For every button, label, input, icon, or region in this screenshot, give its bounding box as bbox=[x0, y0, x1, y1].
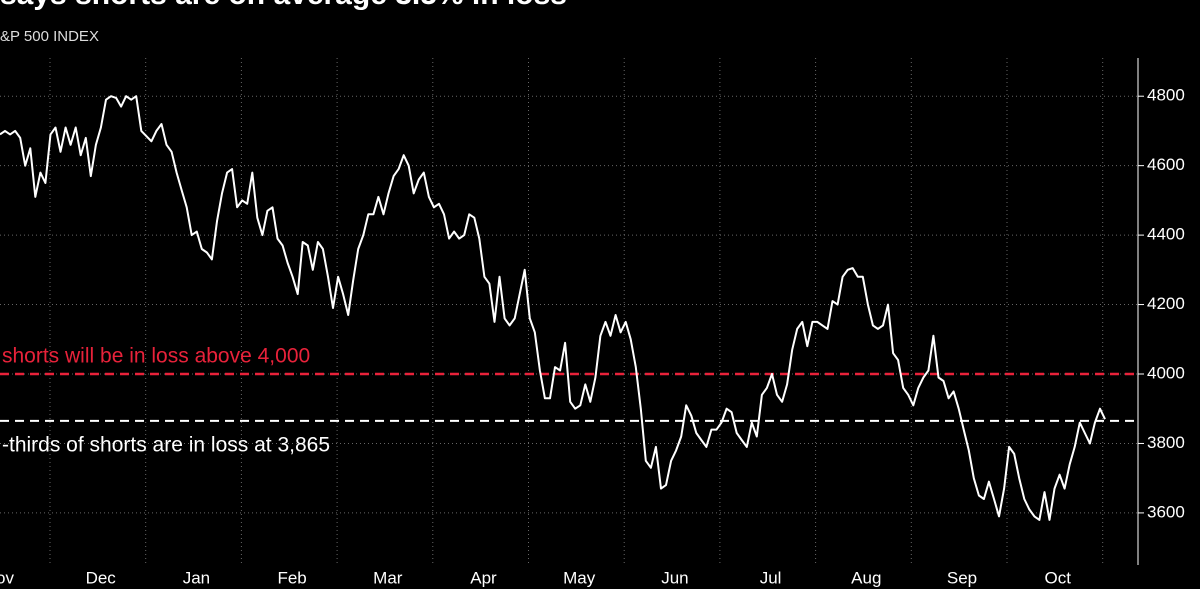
x-tick-label: Dec bbox=[86, 568, 117, 587]
y-tick-label: 4000 bbox=[1147, 363, 1185, 382]
y-tick-label: 4200 bbox=[1147, 294, 1185, 313]
x-tick-label: Mar bbox=[373, 568, 403, 587]
chart-title: says shorts are on average 3.5% in loss bbox=[0, 0, 567, 11]
x-tick-label: Sep bbox=[947, 568, 977, 587]
series-line bbox=[0, 95, 1106, 521]
x-tick-label: Aug bbox=[851, 568, 881, 587]
x-tick-label: Jan bbox=[183, 568, 210, 587]
x-tick-label: May bbox=[563, 568, 596, 587]
chart-subtitle: &P 500 INDEX bbox=[0, 28, 99, 45]
y-tick-label: 4800 bbox=[1147, 86, 1185, 105]
x-tick-label: Oct bbox=[1044, 568, 1071, 587]
y-tick-label: 4400 bbox=[1147, 225, 1185, 244]
x-tick-label: Feb bbox=[277, 568, 306, 587]
y-tick-label: 4600 bbox=[1147, 155, 1185, 174]
y-tick-label: 3600 bbox=[1147, 502, 1185, 521]
y-tick-label: 3800 bbox=[1147, 433, 1185, 452]
x-tick-label: Jun bbox=[661, 568, 688, 587]
x-tick-label: ov bbox=[0, 568, 14, 587]
annotation: shorts will be in loss above 4,000 bbox=[2, 345, 310, 368]
annotation: -thirds of shorts are in loss at 3,865 bbox=[2, 433, 330, 456]
x-tick-label: Apr bbox=[470, 568, 497, 587]
x-tick-label: Jul bbox=[760, 568, 782, 587]
